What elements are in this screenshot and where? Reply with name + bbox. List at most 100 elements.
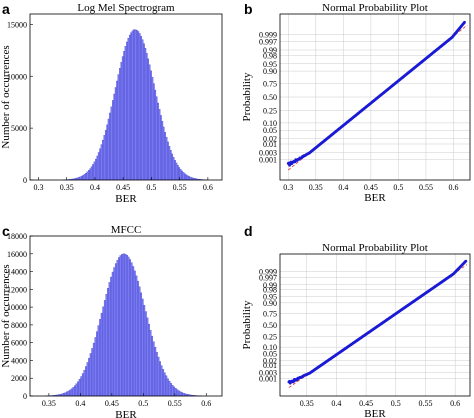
bar — [157, 356, 160, 397]
y-tick-label: 10000 — [7, 72, 27, 81]
bar — [102, 139, 104, 181]
x-tick-label: 0.35 — [60, 183, 74, 192]
bar — [161, 121, 164, 181]
chart-title: Normal Probability Plot — [322, 2, 428, 14]
bar — [137, 31, 140, 181]
bar — [174, 388, 177, 397]
bar — [121, 254, 124, 397]
chart-title: MFCC — [111, 224, 142, 236]
axes-frame — [29, 235, 223, 397]
x-axis-label: BER — [115, 193, 137, 205]
y-tick-label: 0.98 — [263, 285, 277, 294]
y-tick-label: 14000 — [7, 268, 27, 277]
y-tick-label: 10000 — [7, 303, 27, 312]
x-tick-label: 0.5 — [393, 183, 403, 192]
bar — [140, 36, 142, 181]
bar — [96, 331, 98, 397]
bar — [63, 393, 65, 397]
bar — [168, 380, 171, 397]
bar — [85, 366, 87, 397]
x-tick-label: 0.45 — [364, 183, 378, 192]
grid — [280, 14, 470, 180]
bar — [182, 172, 185, 181]
data-points — [287, 259, 468, 385]
y-tick-label: 0.05 — [263, 126, 277, 135]
y-tick-label: 5000 — [11, 124, 27, 133]
bar — [80, 175, 83, 181]
bar — [105, 294, 108, 397]
bar — [138, 286, 141, 397]
x-tick-label: 0.4 — [338, 183, 348, 192]
bar — [104, 129, 107, 181]
bar — [75, 383, 78, 397]
x-tick-label: 0.4 — [90, 183, 100, 192]
bar — [155, 96, 158, 181]
bar — [154, 346, 157, 397]
bar — [107, 288, 109, 397]
bar — [165, 375, 168, 397]
bar — [77, 381, 80, 397]
x-tick-label: 0.55 — [168, 399, 182, 408]
bar — [90, 166, 93, 181]
bar — [163, 372, 166, 397]
bar — [143, 305, 146, 397]
panel-letter-d: d — [244, 223, 253, 239]
bar — [70, 388, 73, 397]
x-tick-label: 0.5 — [391, 399, 401, 408]
y-tick-label: 2000 — [11, 374, 27, 383]
bar — [164, 132, 166, 181]
bar — [185, 174, 188, 181]
bar — [112, 100, 114, 181]
axes-frame — [29, 13, 223, 181]
bar — [133, 270, 136, 397]
bar — [111, 271, 114, 397]
y-tick-label: 0.10 — [263, 119, 277, 128]
x-tick-label: 0.3 — [33, 183, 43, 192]
bar — [123, 51, 126, 181]
bar — [176, 165, 179, 181]
bar — [82, 175, 85, 181]
bar — [97, 152, 100, 181]
bar — [166, 378, 169, 397]
axes-frame — [279, 13, 471, 181]
x-tick-label: 0.3 — [283, 183, 293, 192]
bar — [85, 173, 87, 181]
y-tick-label: 0.90 — [263, 67, 277, 76]
bar — [127, 37, 130, 181]
bar — [121, 56, 124, 181]
y-tick-label: 16000 — [7, 250, 27, 259]
bar — [131, 30, 134, 181]
bar — [114, 263, 117, 397]
y-tick-label: 0.999 — [259, 268, 277, 277]
data-points — [286, 20, 466, 167]
y-tick-label: 0.05 — [263, 349, 277, 358]
bar — [181, 392, 183, 397]
y-tick-label: 0.25 — [263, 333, 277, 342]
bar — [175, 162, 178, 181]
bar — [174, 160, 176, 181]
bar — [83, 370, 86, 397]
bar — [92, 342, 95, 397]
y-tick-label: 0 — [23, 392, 27, 401]
y-tick-label: 0.25 — [263, 107, 277, 116]
bar — [149, 330, 152, 397]
bar — [110, 106, 113, 181]
bar — [95, 158, 97, 181]
bar — [155, 352, 158, 397]
bar — [171, 153, 174, 181]
panel-letter-b: b — [244, 1, 253, 17]
x-tick-label: 0.4 — [331, 399, 341, 408]
bar — [89, 353, 92, 397]
bar — [102, 306, 105, 397]
x-tick-label: 0.45 — [116, 183, 130, 192]
y-tick-label: 0.50 — [263, 93, 277, 102]
bar — [120, 62, 123, 181]
bar — [154, 89, 157, 181]
bar — [151, 76, 154, 181]
y-tick-label: 0.001 — [259, 155, 277, 164]
bar — [145, 53, 148, 181]
y-tick-label: 0.001 — [259, 374, 277, 383]
bar — [138, 33, 141, 181]
bar — [81, 373, 84, 397]
